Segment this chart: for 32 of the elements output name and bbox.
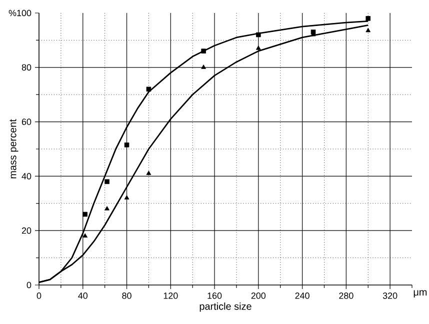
point xyxy=(366,16,371,21)
point xyxy=(256,46,261,50)
y-tick-label: %100 xyxy=(8,10,32,16)
point xyxy=(256,32,261,38)
x-tick-label: 120 xyxy=(164,292,178,299)
point xyxy=(201,48,206,54)
point xyxy=(104,206,110,210)
x-tick-label: 320 xyxy=(382,292,398,299)
x-tick-label: 80 xyxy=(122,292,132,299)
point xyxy=(146,86,152,92)
y-tick-label: 40 xyxy=(22,173,32,180)
x-tick-label: 0 xyxy=(36,292,42,299)
x-tick-label: 240 xyxy=(295,292,310,299)
text: μm xyxy=(414,290,427,298)
point xyxy=(124,195,130,200)
y-tick-label: 60 xyxy=(22,118,32,125)
point xyxy=(82,233,88,238)
x-tick-label: 160 xyxy=(208,292,222,299)
point xyxy=(366,28,371,32)
x-tick-label: 280 xyxy=(339,292,354,299)
y-tick-label: 80 xyxy=(22,64,32,71)
point xyxy=(104,179,110,184)
x-axis-title: particle size xyxy=(200,302,252,312)
point xyxy=(201,64,206,69)
point xyxy=(124,142,130,148)
x-tick-label: 200 xyxy=(251,292,266,299)
y-tick-label: 20 xyxy=(22,227,32,234)
x-tick-label: 40 xyxy=(78,292,88,299)
point xyxy=(146,170,152,175)
point xyxy=(82,212,88,217)
y-axis-title: mass percent xyxy=(10,119,18,178)
y-tick-label: 0 xyxy=(26,282,32,288)
